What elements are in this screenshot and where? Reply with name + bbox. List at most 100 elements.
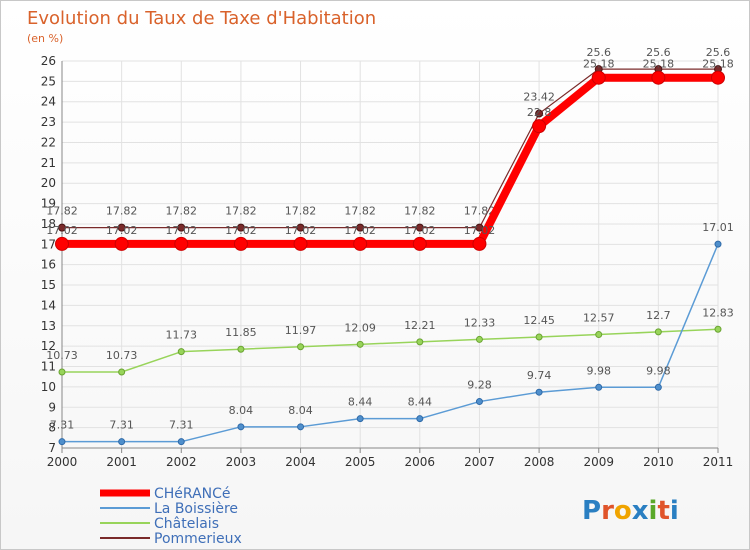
data-label: 7.31	[50, 419, 75, 432]
data-point	[416, 415, 424, 423]
data-point	[58, 438, 66, 446]
data-point	[356, 415, 364, 423]
data-label: 25.18	[583, 58, 615, 71]
y-tick-label: 25	[41, 74, 56, 88]
series: 17.82 17.82 17.82 17.82 17.82 17.82 17.82 17.82…	[46, 46, 731, 232]
chart-unit-label: (en %)	[27, 32, 63, 45]
data-label: 7.31	[109, 419, 134, 432]
legend-label: Pommerieux	[154, 531, 242, 547]
data-label: 17.82	[106, 205, 138, 218]
data-point	[58, 368, 66, 376]
data-point	[416, 338, 424, 346]
data-point	[233, 236, 248, 251]
data-label: 17.01	[702, 221, 734, 234]
y-tick-label: 15	[41, 278, 56, 292]
series: 10.73 10.73 11.73 11.85 11.97 12.09 12.21 12.33…	[46, 306, 734, 376]
axes: 7 8 9 10 11 12 13 14 15 16 17 18 19 20 21 22 23 24 25 26 200…	[41, 54, 734, 469]
y-tick-label: 20	[41, 176, 56, 190]
y-tick-label: 13	[41, 319, 56, 333]
x-tick-label: 2008	[524, 455, 555, 469]
data-point	[177, 348, 185, 356]
brand-letter: x	[632, 496, 649, 526]
x-tick-label: 2003	[226, 455, 257, 469]
data-point	[535, 388, 543, 396]
data-label: 11.73	[166, 329, 198, 342]
data-label: 10.73	[106, 349, 138, 362]
data-label: 17.82	[464, 205, 496, 218]
data-point	[475, 335, 483, 343]
data-label: 17.82	[344, 205, 376, 218]
data-label: 17.82	[285, 205, 317, 218]
data-label: 7.31	[169, 419, 194, 432]
data-point	[237, 345, 245, 353]
data-label: 12.83	[702, 306, 734, 319]
y-tick-label: 19	[41, 197, 56, 211]
grid	[61, 60, 719, 448]
data-label: 9.28	[467, 379, 492, 392]
y-tick-label: 24	[41, 95, 56, 109]
data-label: 17.02	[225, 224, 257, 237]
series: 17.02 17.02 17.02 17.02 17.02 17.02 17.02 17.02…	[46, 58, 734, 251]
data-point	[236, 223, 245, 232]
brand-letter: i	[649, 496, 658, 526]
x-tick-label: 2005	[345, 455, 376, 469]
x-tick-label: 2001	[106, 455, 137, 469]
data-point	[297, 423, 305, 431]
data-label: 17.02	[106, 224, 138, 237]
y-tick-label: 23	[41, 115, 56, 129]
data-label: 17.82	[166, 205, 198, 218]
series-group: 17.82 17.82 17.82 17.82 17.82 17.82 17.82 17.82…	[46, 46, 734, 446]
data-point	[711, 70, 725, 85]
data-label: 11.97	[285, 324, 317, 337]
x-tick-label: 2009	[583, 455, 614, 469]
y-tick-label: 21	[41, 156, 56, 170]
data-point	[356, 340, 364, 348]
data-label: 25.6	[706, 46, 731, 59]
data-label: 23.42	[523, 91, 555, 104]
x-tick-label: 2011	[703, 455, 734, 469]
data-point	[475, 398, 483, 406]
data-point	[654, 383, 662, 391]
y-tick-label: 26	[41, 54, 56, 68]
data-point	[117, 223, 126, 232]
data-point	[356, 223, 365, 232]
data-point	[714, 325, 722, 333]
data-point	[532, 119, 547, 134]
data-label: 25.6	[646, 46, 671, 59]
x-tick-label: 2006	[405, 455, 436, 469]
data-point	[293, 236, 308, 251]
data-label: 17.82	[225, 205, 257, 218]
data-label: 25.18	[643, 58, 675, 71]
data-point	[177, 223, 186, 232]
data-label: 17.02	[285, 224, 317, 237]
data-label: 8.44	[408, 396, 433, 409]
x-tick-label: 2007	[464, 455, 495, 469]
series-line	[62, 328, 719, 373]
y-tick-label: 22	[41, 135, 56, 149]
data-point	[472, 236, 487, 251]
data-point	[177, 438, 185, 446]
legend-label: Châtelais	[154, 516, 219, 532]
data-point	[714, 240, 722, 248]
data-label: 17.82	[404, 205, 436, 218]
data-label: 22.8	[527, 106, 552, 119]
data-point	[174, 236, 189, 251]
data-point	[296, 223, 305, 232]
data-point	[118, 368, 126, 376]
brand-wordmark: Proxiti	[582, 496, 679, 526]
y-tick-label: 16	[41, 258, 56, 272]
data-label: 12.45	[523, 314, 555, 327]
data-point	[118, 438, 126, 446]
data-point	[591, 70, 606, 85]
y-tick-label: 10	[41, 380, 56, 394]
data-label: 8.44	[348, 396, 373, 409]
data-point	[412, 236, 427, 251]
data-label: 12.57	[583, 312, 615, 325]
data-label: 11.85	[225, 326, 257, 339]
data-label: 12.7	[646, 309, 671, 322]
data-label: 10.73	[46, 349, 78, 362]
data-point	[114, 236, 129, 251]
series-line	[62, 73, 718, 248]
